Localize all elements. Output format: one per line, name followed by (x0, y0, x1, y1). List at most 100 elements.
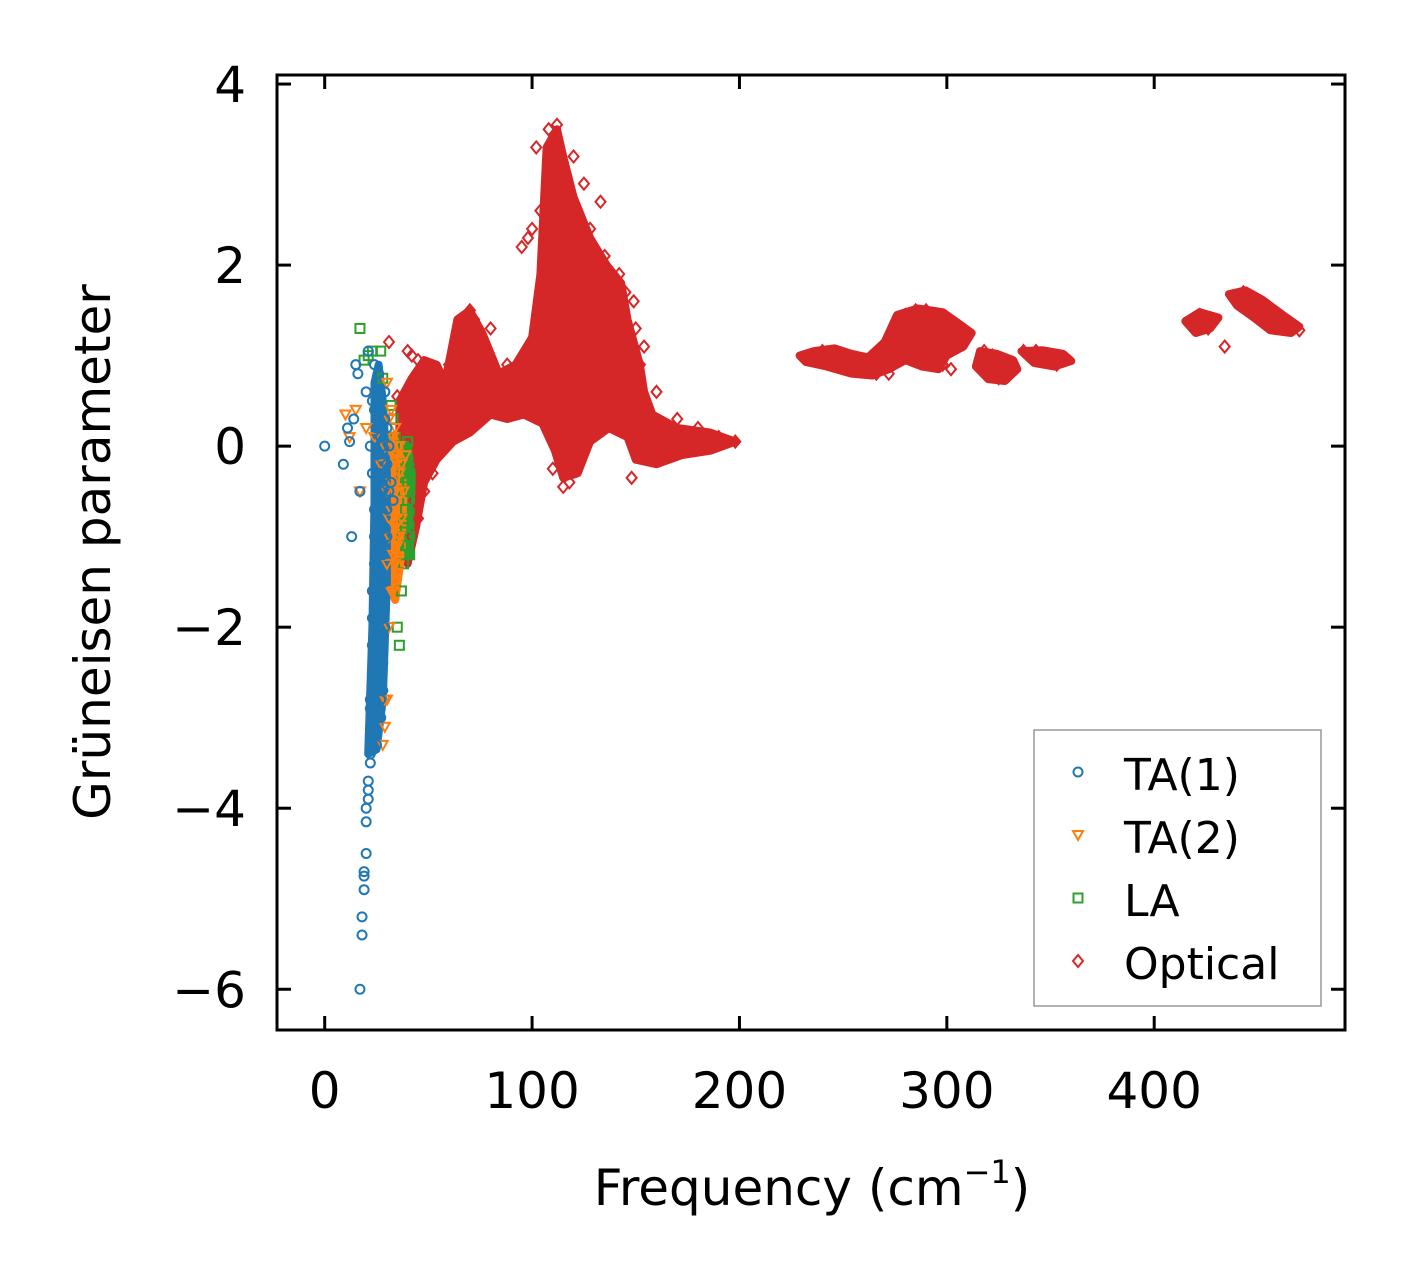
point-optical-87 (919, 302, 933, 318)
point-la-10 (393, 639, 405, 651)
point-ta-1-15 (360, 816, 372, 828)
y-tick-label-0: 0 (214, 418, 246, 476)
point-optical-107 (1050, 357, 1064, 373)
point-optical-99 (994, 352, 1008, 368)
legend-markers (1071, 766, 1085, 969)
y-tick-label-2: 2 (214, 237, 246, 295)
point-optical-84 (890, 320, 904, 337)
point-optical-8 (625, 470, 638, 486)
point-optical-91 (961, 325, 974, 341)
point-ta-1-78 (373, 612, 385, 624)
point-optical-97 (977, 343, 991, 359)
point-optical-55 (558, 167, 572, 183)
x-tick-label-100: 100 (484, 1062, 579, 1120)
point-optical-25 (598, 248, 611, 264)
point-optical-98 (986, 348, 999, 364)
point-ta-1-74 (364, 440, 376, 452)
point-ta-2-27 (394, 459, 409, 472)
point-optical-58 (600, 375, 614, 391)
point-optical-22 (521, 230, 535, 246)
point-ta-1-62 (381, 531, 393, 543)
point-ta-1-26 (366, 585, 378, 597)
point-optical-53 (594, 194, 607, 210)
point-ta-2-18 (386, 549, 400, 562)
point-ta-1-86 (368, 657, 380, 669)
point-la-0 (354, 322, 366, 334)
point-optical-19 (467, 311, 481, 327)
point-ta-1-38 (373, 513, 385, 525)
point-ta-1-70 (371, 630, 383, 642)
y-tick-label--6: −6 (172, 961, 246, 1019)
point-optical-36 (415, 402, 429, 418)
point-optical-85 (899, 307, 912, 323)
point-optical-52 (583, 221, 597, 237)
y-tick-label-4: 4 (214, 56, 246, 114)
point-ta-1-37 (373, 467, 385, 479)
point-ta-2-41 (390, 540, 404, 553)
point-optical-50 (552, 311, 566, 327)
point-ta-1-61 (381, 504, 393, 516)
x-tick-label-0: 0 (309, 1062, 341, 1120)
point-ta-2-22 (390, 495, 404, 508)
dense-cloud-optical-0 (395, 125, 740, 568)
legend-marker-la (1072, 892, 1084, 904)
point-optical-28 (650, 384, 663, 400)
point-optical-90 (950, 320, 964, 337)
x-tick-label-200: 200 (692, 1062, 787, 1120)
point-optical-104 (1029, 343, 1043, 359)
point-optical-64 (702, 429, 715, 445)
point-ta-1-90 (377, 685, 389, 697)
point-ta-2-34 (390, 450, 404, 463)
point-optical-5 (390, 388, 404, 404)
point-ta-2-20 (388, 522, 402, 535)
point-ta-1-8 (354, 485, 366, 497)
x-axis-label-superscript: −1 (964, 1153, 1011, 1191)
x-axis-label-close: ) (1011, 1159, 1031, 1217)
point-optical-111 (1205, 311, 1219, 327)
point-optical-92 (936, 357, 949, 373)
point-ta-1-2 (342, 422, 354, 434)
point-optical-108 (1035, 352, 1049, 368)
point-ta-1-24 (366, 639, 378, 651)
y-axis-label: Grüneisen parameter (64, 284, 122, 820)
point-optical-76 (527, 339, 541, 355)
point-ta-1-67 (364, 748, 376, 760)
point-ta-1-0 (319, 440, 331, 452)
point-optical-20 (484, 320, 497, 337)
point-optical-47 (509, 384, 522, 400)
point-ta-1-89 (375, 567, 387, 579)
point-ta-1-18 (362, 775, 374, 787)
point-optical-116 (1264, 302, 1277, 318)
point-optical-110 (1193, 307, 1207, 323)
legend-label-ta2: TA(2) (1123, 813, 1240, 864)
point-ta-1-51 (377, 549, 389, 561)
point-optical-45 (473, 402, 487, 418)
point-optical-119 (1293, 322, 1306, 338)
point-optical-86 (909, 302, 923, 318)
point-ta-1-65 (385, 476, 397, 488)
point-optical-114 (1237, 284, 1250, 300)
point-optical-6 (556, 479, 570, 495)
point-optical-24 (534, 203, 547, 219)
point-ta-1-13 (358, 866, 370, 878)
point-ta-2-25 (392, 441, 407, 454)
point-optical-95 (905, 339, 918, 355)
point-optical-66 (546, 420, 560, 436)
point-optical-67 (573, 438, 587, 454)
plot-frame (275, 73, 1347, 1032)
point-optical-2 (405, 348, 419, 364)
point-ta-2-9 (378, 721, 392, 734)
point-optical-4 (397, 411, 410, 427)
point-ta-1-33 (371, 449, 383, 461)
legend-marker-ta-1 (1072, 766, 1084, 778)
point-optical-112 (1201, 320, 1215, 337)
point-optical-102 (982, 366, 995, 382)
point-optical-33 (442, 357, 456, 373)
point-optical-51 (567, 275, 580, 291)
point-ta-1-54 (379, 621, 391, 633)
point-ta-2-23 (390, 567, 404, 580)
legend-marker-ta-2 (1071, 830, 1085, 843)
point-optical-89 (940, 316, 954, 332)
point-ta-1-50 (377, 494, 389, 506)
point-optical-38 (407, 492, 421, 509)
